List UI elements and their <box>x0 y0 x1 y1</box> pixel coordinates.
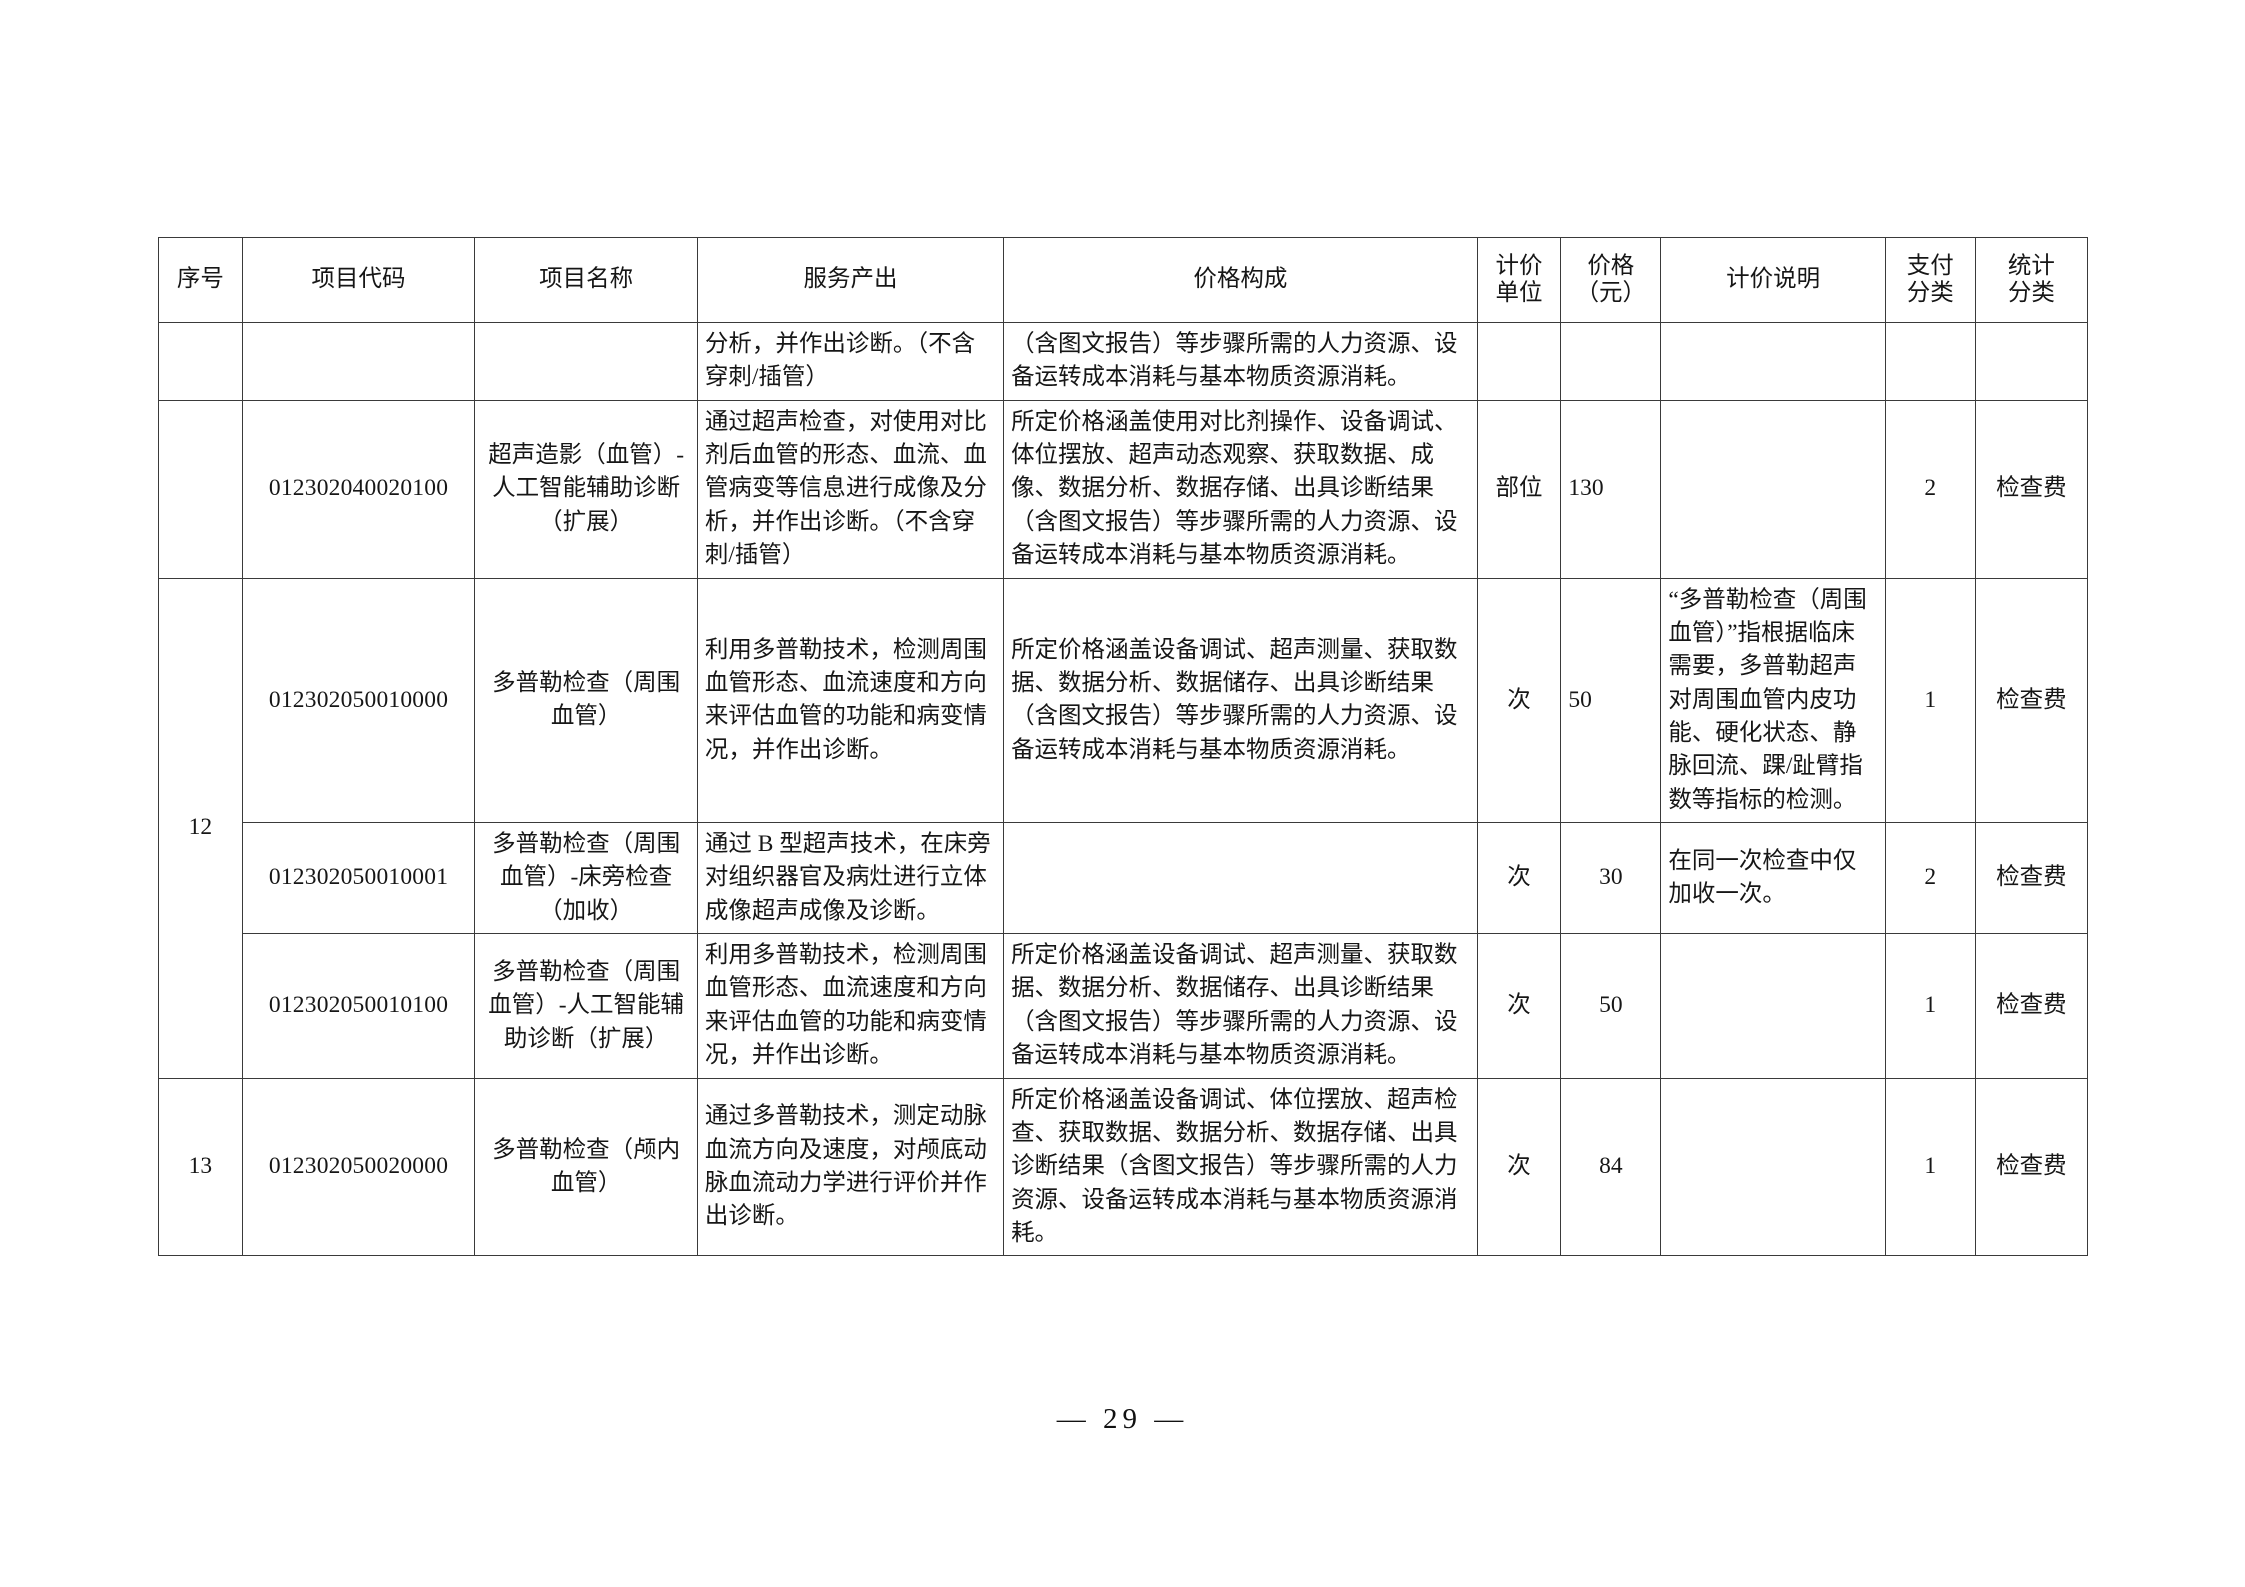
header-seq-line1: 序号 <box>176 266 224 293</box>
cell-statistic-class: 检查费 <box>1974 933 2089 1079</box>
column-header-code: 项目代码 <box>241 237 476 323</box>
column-header-unit: 计价 单位 <box>1476 237 1562 323</box>
cell-unit: 次 <box>1476 933 1562 1079</box>
cell-service-output: 利用多普勒技术，检测周围血管形态、血流速度和方向来评估血管的功能和病变情况，并作… <box>696 577 1005 824</box>
cell-price-composition: （含图文报告）等步骤所需的人力资源、设备运转成本消耗与基本物质资源消耗。 <box>1003 322 1478 401</box>
cell-statistic-class <box>1974 322 2089 401</box>
cell-price <box>1560 322 1662 401</box>
cell-code: 012302050010001 <box>241 822 476 935</box>
table-row: 012302050010100 多普勒检查（周围血管）-人工智能辅助诊断（扩展）… <box>159 933 2089 1079</box>
header-code-line1: 项目代码 <box>311 266 406 293</box>
cell-unit: 次 <box>1476 577 1562 824</box>
cell-seq <box>158 399 243 579</box>
table-row: 分析，并作出诊断。（不含穿刺/插管） （含图文报告）等步骤所需的人力资源、设备运… <box>158 322 2089 401</box>
cell-service-output: 通过多普勒技术，测定动脉血流方向及速度，对颅底动脉血流动力学进行评价并作出诊断。 <box>696 1077 1005 1257</box>
cell-pricing-note <box>1660 1077 1886 1257</box>
cell-seq: 13 <box>158 1077 243 1257</box>
cell-unit: 次 <box>1476 822 1562 935</box>
cell-price: 30 <box>1560 822 1662 935</box>
cell-payment-class <box>1884 322 1976 401</box>
cell-price: 130 <box>1560 399 1662 579</box>
header-pay-line1: 支付 <box>1906 252 1954 279</box>
cell-name: 多普勒检查（周围血管） <box>474 577 698 824</box>
cell-code <box>241 322 476 401</box>
header-name-line1: 项目名称 <box>539 266 634 293</box>
cell-statistic-class: 检查费 <box>1974 822 2089 935</box>
cell-seq: 12 <box>158 577 243 1079</box>
cell-price-composition: 所定价格涵盖设备调试、超声测量、获取数据、数据分析、数据储存、出具诊断结果（含图… <box>1003 933 1478 1079</box>
cell-pricing-note: 在同一次检查中仅加收一次。 <box>1660 822 1886 935</box>
cell-payment-class: 1 <box>1884 1077 1976 1257</box>
column-header-seq: 序号 <box>158 237 243 323</box>
header-unit-line2: 单位 <box>1495 280 1543 306</box>
cell-payment-class: 1 <box>1884 577 1976 824</box>
cell-code: 012302050020000 <box>241 1077 476 1257</box>
cell-payment-class: 1 <box>1884 933 1976 1079</box>
cell-code: 012302040020100 <box>241 399 476 579</box>
header-row: 序号 项目代码 项目名称 服务产出 价格构成 <box>158 237 2089 323</box>
cell-price: 50 <box>1560 577 1662 824</box>
table-row: 012302040020100 超声造影（血管）-人工智能辅助诊断（扩展） 通过… <box>158 399 2089 579</box>
header-price-line1: 价格 <box>1587 252 1635 279</box>
cell-price-composition: 所定价格涵盖使用对比剂操作、设备调试、体位摆放、超声动态观察、获取数据、成像、数… <box>1003 399 1478 579</box>
table-row: 13 012302050020000 多普勒检查（颅内血管） 通过多普勒技术，测… <box>158 1077 2089 1257</box>
header-compose-line1: 价格构成 <box>1193 266 1288 293</box>
page-number: — 29 — <box>1056 1403 1189 1435</box>
cell-seq <box>158 322 243 401</box>
cell-pricing-note <box>1660 399 1886 579</box>
cell-service-output: 通过 B 型超声技术，在床旁对组织器官及病灶进行立体成像超声成像及诊断。 <box>696 822 1005 935</box>
header-unit-line1: 计价 <box>1495 252 1543 279</box>
cell-name: 多普勒检查（周围血管）-人工智能辅助诊断（扩展） <box>474 933 698 1079</box>
cell-price-composition <box>1003 822 1478 935</box>
medical-service-price-table: 序号 项目代码 项目名称 服务产出 价格构成 <box>158 237 2089 1257</box>
cell-name <box>474 322 698 401</box>
cell-statistic-class: 检查费 <box>1974 399 2089 579</box>
cell-code: 012302050010000 <box>241 577 476 824</box>
cell-service-output: 分析，并作出诊断。（不含穿刺/插管） <box>696 322 1005 401</box>
header-stat-line2: 分类 <box>2007 280 2055 306</box>
cell-price-composition: 所定价格涵盖设备调试、体位摆放、超声检查、获取数据、数据分析、数据存储、出具诊断… <box>1003 1077 1478 1257</box>
cell-name: 多普勒检查（颅内血管） <box>474 1077 698 1257</box>
cell-pricing-note: “多普勒检查（周围血管）”指根据临床需要，多普勒超声对周围血管内皮功能、硬化状态… <box>1660 577 1886 824</box>
header-stat-line1: 统计 <box>2007 252 2055 279</box>
price-table-container: 序号 项目代码 项目名称 服务产出 价格构成 <box>158 237 2089 1257</box>
cell-service-output: 通过超声检查，对使用对比剂后血管的形态、血流、血管病变等信息进行成像及分析，并作… <box>696 399 1005 579</box>
table-header: 序号 项目代码 项目名称 服务产出 价格构成 <box>158 237 2089 323</box>
cell-payment-class: 2 <box>1884 399 1976 579</box>
cell-unit: 部位 <box>1476 399 1562 579</box>
header-pay-line2: 分类 <box>1906 280 1954 306</box>
cell-price-composition: 所定价格涵盖设备调试、超声测量、获取数据、数据分析、数据储存、出具诊断结果（含图… <box>1003 577 1478 824</box>
header-price-line2: （元） <box>1575 280 1647 306</box>
cell-name: 超声造影（血管）-人工智能辅助诊断（扩展） <box>474 399 698 579</box>
cell-unit: 次 <box>1476 1077 1562 1257</box>
cell-name: 多普勒检查（周围血管）-床旁检查（加收） <box>474 822 698 935</box>
column-header-pay: 支付 分类 <box>1884 237 1976 323</box>
table-body: 分析，并作出诊断。（不含穿刺/插管） （含图文报告）等步骤所需的人力资源、设备运… <box>158 322 2089 1257</box>
column-header-stat: 统计 分类 <box>1974 237 2089 323</box>
table-row: 012302050010001 多普勒检查（周围血管）-床旁检查（加收） 通过 … <box>159 822 2089 935</box>
cell-price: 84 <box>1560 1077 1662 1257</box>
column-header-output: 服务产出 <box>696 237 1005 323</box>
column-header-price: 价格 （元） <box>1560 237 1662 323</box>
column-header-compose: 价格构成 <box>1003 237 1478 323</box>
cell-payment-class: 2 <box>1884 822 1976 935</box>
cell-service-output: 利用多普勒技术，检测周围血管形态、血流速度和方向来评估血管的功能和病变情况，并作… <box>696 933 1005 1079</box>
header-output-line1: 服务产出 <box>803 266 898 293</box>
cell-pricing-note <box>1660 322 1886 401</box>
header-note-line1: 计价说明 <box>1726 266 1821 293</box>
column-header-name: 项目名称 <box>474 237 698 323</box>
cell-unit <box>1476 322 1562 401</box>
cell-code: 012302050010100 <box>241 933 476 1079</box>
cell-pricing-note <box>1660 933 1886 1079</box>
column-header-note: 计价说明 <box>1660 237 1886 323</box>
cell-statistic-class: 检查费 <box>1974 1077 2089 1257</box>
cell-statistic-class: 检查费 <box>1974 577 2089 824</box>
cell-price: 50 <box>1560 933 1662 1079</box>
table-row: 12 012302050010000 多普勒检查（周围血管） 利用多普勒技术，检… <box>158 577 2089 1079</box>
